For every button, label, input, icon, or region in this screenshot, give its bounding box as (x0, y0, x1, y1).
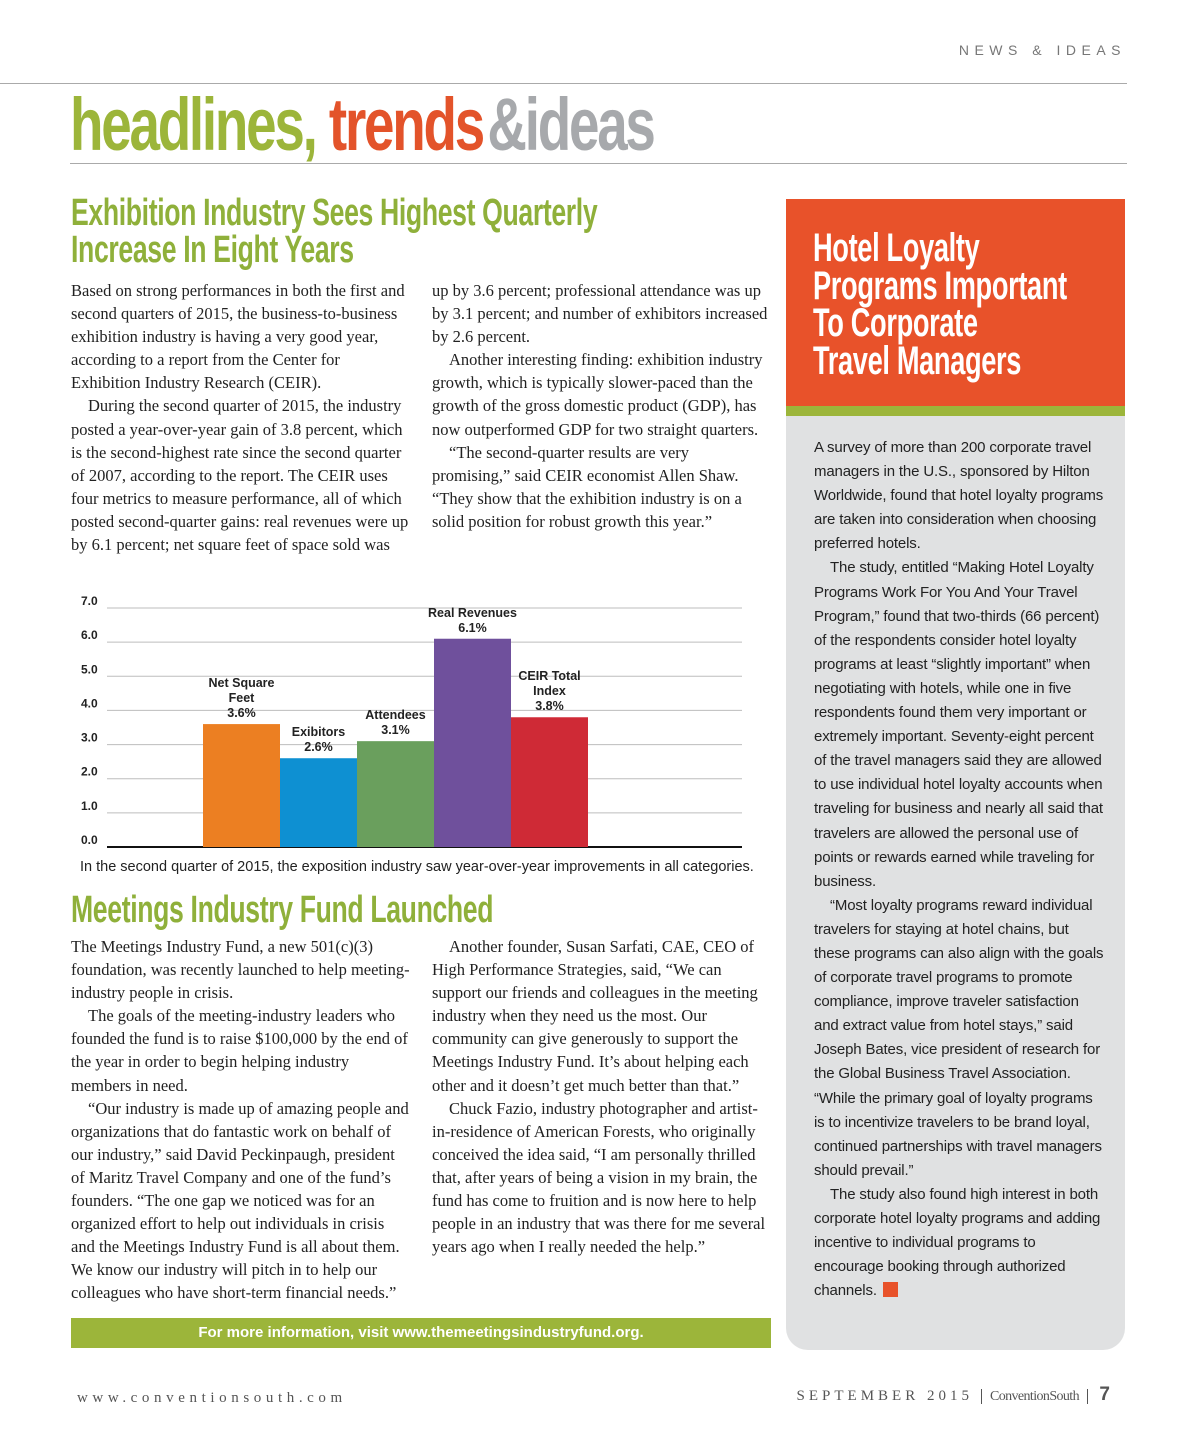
sidebar-headline: Hotel Loyalty Programs Important To Corp… (813, 226, 1067, 383)
value-label: 3.1% (381, 723, 410, 738)
y-tick-label: 1.0 (81, 799, 98, 813)
headline-line: Exhibition Industry Sees Highest Quarter… (71, 192, 598, 234)
bar (511, 717, 588, 847)
headline-line: Increase In Eight Years (71, 229, 354, 271)
bar-label: Real Revenues 6.1% (428, 606, 518, 636)
bar-label: CEIR Total Index 3.8% (505, 669, 595, 714)
bar (357, 741, 434, 847)
headline: Meetings Industry Fund Launched (71, 889, 494, 931)
title-part: trends (328, 83, 485, 166)
category-label: Exibitors (291, 725, 346, 740)
paragraph: “Most loyalty programs reward individual… (814, 896, 1104, 1179)
footer-website: www.conventionsouth.com (77, 1390, 347, 1406)
rule (70, 163, 1127, 164)
y-tick-label: 3.0 (81, 731, 98, 745)
category-label: CEIR Total Index (518, 669, 581, 699)
chart-plot: 0.0 1.0 2.0 3.0 4.0 5.0 6.0 7.0 (81, 595, 742, 848)
rule (0, 83, 1127, 84)
y-tick-label: 0.0 (81, 833, 98, 847)
category-label: Net Square Feet (208, 676, 275, 706)
value-label: 3.8% (535, 699, 564, 714)
info-bar: For more information, visit www.themeeti… (71, 1318, 771, 1348)
bar (280, 758, 357, 847)
y-tick-label: 5.0 (81, 662, 98, 676)
section-label: NEWS & IDEAS (958, 42, 1126, 58)
bar-label: Exibitors 2.6% (274, 725, 364, 755)
value-label: 2.6% (304, 740, 333, 755)
footer-publication: ConventionSouth (980, 1389, 1088, 1404)
bar-label: Attendees 3.1% (351, 708, 441, 738)
article-body: The Meetings Industry Fund, a new 501(c)… (71, 935, 771, 1305)
page-number: 7 (1099, 1384, 1110, 1405)
value-label: 6.1% (458, 620, 487, 635)
bar-label: Net Square Feet 3.6% (197, 676, 287, 721)
sidebar-header (786, 199, 1125, 406)
headline-line: Hotel Loyalty (813, 226, 980, 270)
page-title: headlines, trends&ideas (70, 82, 656, 167)
category-label: Real Revenues (428, 605, 517, 620)
paragraph: “Our industry is made up of amazing peop… (71, 1098, 409, 1303)
paragraph: Based on strong performances in both the… (71, 281, 405, 393)
category-label: Attendees (365, 708, 426, 723)
headline-line: Programs Important (813, 263, 1067, 308)
sidebar-body: A survey of more than 200 corporate trav… (814, 436, 1104, 1303)
title-part: &ideas (487, 83, 655, 166)
sidebar-box (786, 416, 1125, 1350)
footer-info: SEPTEMBER 2015 ConventionSouth (797, 1388, 1110, 1405)
paragraph: Chuck Fazio, industry photographer and a… (432, 1098, 766, 1257)
article-body: Based on strong performances in both the… (71, 279, 771, 556)
y-tick-label: 7.0 (81, 595, 98, 608)
footer-issue: SEPTEMBER 2015 (796, 1388, 973, 1404)
paragraph: The Meetings Industry Fund, a new 501(c)… (71, 937, 410, 1003)
paragraph: “The second-quarter results are very pro… (432, 442, 742, 531)
bar (434, 638, 511, 847)
bar (203, 724, 280, 847)
value-label: 3.6% (227, 706, 256, 721)
sidebar-strip (786, 406, 1125, 416)
paragraph: During the second quarter of 2015, the i… (71, 281, 768, 555)
headline: Exhibition Industry Sees Highest Quarter… (71, 192, 598, 271)
paragraph: Another founder, Susan Sarfati, CAE, CEO… (432, 937, 758, 1095)
headline-line: Travel Managers (813, 338, 1022, 383)
headline-line: To Corporate (813, 301, 978, 345)
chart-caption: In the second quarter of 2015, the expos… (80, 859, 754, 875)
title-part: headlines, (70, 83, 318, 166)
end-mark (882, 1282, 898, 1298)
y-tick-label: 2.0 (81, 765, 98, 779)
y-tick-label: 4.0 (81, 696, 98, 710)
paragraph: A survey of more than 200 corporate trav… (814, 439, 1104, 553)
paragraph: The goals of the meeting-industry leader… (71, 1006, 408, 1095)
paragraph: The study, entitled “Making Hotel Loyalt… (814, 559, 1103, 890)
bar-chart: 0.0 1.0 2.0 3.0 4.0 5.0 6.0 7.0 In the second q… (71, 595, 771, 885)
paragraph: Another interesting finding: exhibition … (432, 350, 763, 439)
y-tick-label: 6.0 (81, 628, 98, 642)
paragraph: The study also found high interest in bo… (814, 1185, 1101, 1300)
